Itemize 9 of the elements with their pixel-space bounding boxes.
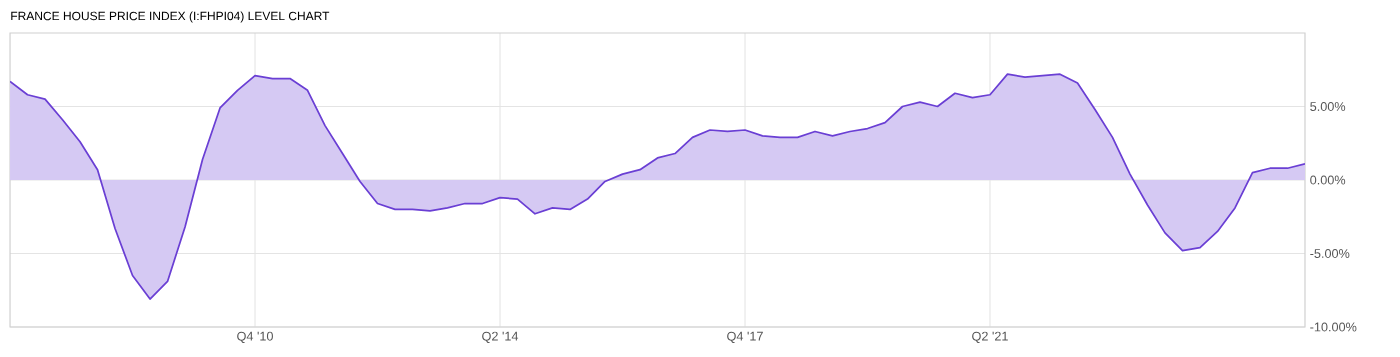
- x-tick-label: Q4 '17: [727, 331, 763, 343]
- y-tick-label: -5.00%: [1310, 249, 1350, 258]
- x-tick-label: Q2 '21: [972, 331, 1008, 343]
- x-tick-label: Q2 '14: [482, 331, 519, 343]
- chart-title: FRANCE HOUSE PRICE INDEX (I:FHPI04) LEVEL CHART: [11, 11, 330, 23]
- y-tick-label: -10.00%: [1310, 322, 1357, 332]
- y-tick-label: 5.00%: [1310, 102, 1346, 111]
- y-tick-label: 0.00%: [1310, 175, 1346, 185]
- x-tick-label: Q4 '10: [237, 331, 273, 343]
